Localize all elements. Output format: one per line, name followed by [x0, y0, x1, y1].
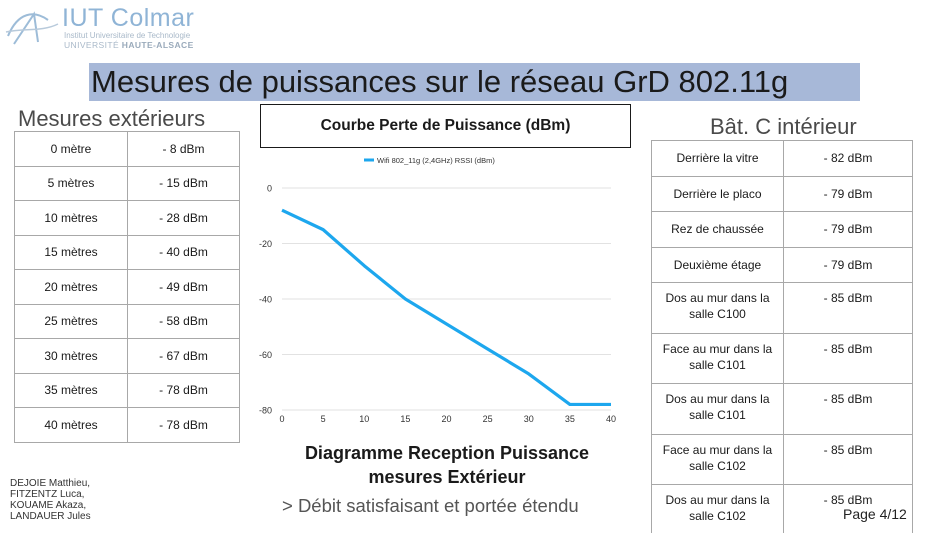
table-row: 5 mètres - 15 dBm	[14, 165, 240, 201]
x-tick-label: 15	[400, 414, 410, 424]
author: LANDAUER Jules	[10, 511, 91, 522]
y-tick-label: -20	[259, 239, 272, 249]
author: FITZENTZ Luca,	[10, 489, 85, 500]
page-number: Page 4/12	[843, 506, 907, 522]
table-row: 20 mètres - 49 dBm	[14, 269, 240, 305]
authors: DEJOIE Matthieu, FITZENTZ Luca, KOUAME A…	[10, 478, 91, 522]
power-cell: - 78 dBm	[127, 372, 240, 408]
location-cell: Derrière la vitre	[651, 140, 784, 177]
power-cell: - 79 dBm	[783, 211, 913, 248]
distance-cell: 10 mètres	[14, 200, 128, 236]
table-row: Derrière le placo - 79 dBm	[651, 175, 913, 212]
distance-cell: 30 mètres	[14, 338, 128, 374]
distance-cell: 5 mètres	[14, 165, 128, 201]
power-loss-chart: 0 -20 -40 -60 -80 0 5 10 15 20 25 30 35 40 Wifi 802_11…	[259, 156, 616, 424]
distance-cell: 35 mètres	[14, 372, 128, 408]
series-line	[281, 208, 611, 407]
x-tick-label: 25	[483, 414, 493, 424]
x-tick-label: 35	[565, 414, 575, 424]
distance-cell: 40 mètres	[14, 407, 128, 443]
iut-colmar-logo: IUT Colmar Institut Universitaire de Tec…	[4, 2, 234, 52]
x-tick-label: 0	[279, 414, 284, 424]
diagram-title-line2: mesures Extérieur	[368, 467, 526, 487]
x-tick-label: 30	[524, 414, 534, 424]
power-cell: - 15 dBm	[127, 165, 240, 201]
power-cell: - 67 dBm	[127, 338, 240, 374]
location-cell: Rez de chaussée	[651, 211, 784, 248]
power-cell: - 8 dBm	[127, 131, 240, 167]
power-cell: - 82 dBm	[783, 140, 913, 177]
logo-title: IUT Colmar	[62, 4, 195, 32]
table-row: 0 mètre - 8 dBm	[14, 131, 240, 167]
table-row: Dos au mur dans la salle C101- 85 dBm	[651, 383, 913, 435]
distance-cell: 0 mètre	[14, 131, 128, 167]
author: KOUAME Akaza,	[10, 500, 87, 511]
location-cell: Dos au mur dans la salle C100	[651, 282, 784, 334]
distance-cell: 25 mètres	[14, 303, 128, 339]
logo-university: UNIVERSITÉ HAUTE-ALSACE	[64, 40, 194, 50]
table-row: Derrière la vitre - 82 dBm	[651, 140, 913, 177]
power-cell: - 79 dBm	[783, 246, 913, 283]
table-row: Dos au mur dans la salle C100- 85 dBm	[651, 282, 913, 334]
location-cell: Face au mur dans la salle C102	[651, 433, 784, 486]
power-cell: - 40 dBm	[127, 234, 240, 270]
chart-title-box: Courbe Perte de Puissance (dBm)	[260, 104, 631, 148]
table-row: 40 mètres - 78 dBm	[14, 407, 240, 443]
location-cell: Face au mur dans la salle C101	[651, 332, 784, 385]
table-row: Face au mur dans la salle C101- 85 dBm	[651, 332, 913, 385]
power-cell: - 79 dBm	[783, 175, 913, 212]
power-cell: - 58 dBm	[127, 303, 240, 339]
table-row: 25 mètres - 58 dBm	[14, 303, 240, 339]
x-tick-label: 40	[606, 414, 616, 424]
power-cell: - 85 dBm	[783, 383, 913, 435]
table-row: 35 mètres - 78 dBm	[14, 372, 240, 408]
diagram-title-line1: Diagramme Reception Puissance	[304, 443, 590, 463]
location-cell: Deuxième étage	[651, 246, 784, 283]
legend-label: Wifi 802_11g (2,4GHz) RSSI (dBm)	[377, 156, 495, 165]
y-tick-label: -40	[259, 295, 272, 305]
table-row: Face au mur dans la salle C102- 85 dBm	[651, 433, 913, 486]
power-cell: - 78 dBm	[127, 407, 240, 443]
slide-title: Mesures de puissances sur le réseau GrD …	[89, 63, 860, 101]
location-cell: Derrière le placo	[651, 175, 784, 212]
distance-cell: 15 mètres	[14, 234, 128, 270]
table-row: Deuxième étage - 79 dBm	[651, 246, 913, 283]
author: DEJOIE Matthieu,	[10, 478, 91, 489]
power-cell: - 85 dBm	[783, 433, 913, 486]
power-cell: - 85 dBm	[783, 332, 913, 385]
location-cell: Dos au mur dans la salle C102	[651, 484, 784, 533]
x-tick-label: 10	[359, 414, 369, 424]
y-tick-label: -80	[259, 406, 272, 416]
x-tick-label: 20	[441, 414, 451, 424]
table-row: 10 mètres - 28 dBm	[14, 200, 240, 236]
location-cell: Dos au mur dans la salle C101	[651, 383, 784, 435]
diagram-title: Diagramme Reception Puissance mesures Ex…	[272, 441, 622, 489]
logo-mark-icon	[5, 11, 59, 45]
x-tick-label: 5	[321, 414, 326, 424]
indoor-measures-label: Bât. C intérieur	[710, 114, 857, 139]
table-row: Dos au mur dans la salle C102- 85 dBm	[651, 484, 913, 533]
power-cell: - 85 dBm	[783, 484, 913, 533]
power-cell: - 28 dBm	[127, 200, 240, 236]
outdoor-measures-label: Mesures extérieurs	[18, 106, 206, 131]
y-tick-label: -60	[259, 350, 272, 360]
y-tick-label: 0	[267, 184, 272, 194]
table-row: Rez de chaussée - 79 dBm	[651, 211, 913, 248]
distance-cell: 20 mètres	[14, 269, 128, 305]
logo-subtitle: Institut Universitaire de Technologie	[64, 31, 191, 40]
outdoor-measures-table: 0 mètre - 8 dBm 5 mètres - 15 dBm 10 mètres -…	[14, 131, 240, 443]
power-cell: - 49 dBm	[127, 269, 240, 305]
table-row: 30 mètres - 67 dBm	[14, 338, 240, 374]
indoor-measures-table: Derrière la vitre - 82 dBm Derrière le pla…	[651, 140, 913, 533]
power-cell: - 85 dBm	[783, 282, 913, 334]
throughput-note: > Débit satisfaisant et portée étendu	[282, 495, 579, 516]
table-row: 15 mètres - 40 dBm	[14, 234, 240, 270]
